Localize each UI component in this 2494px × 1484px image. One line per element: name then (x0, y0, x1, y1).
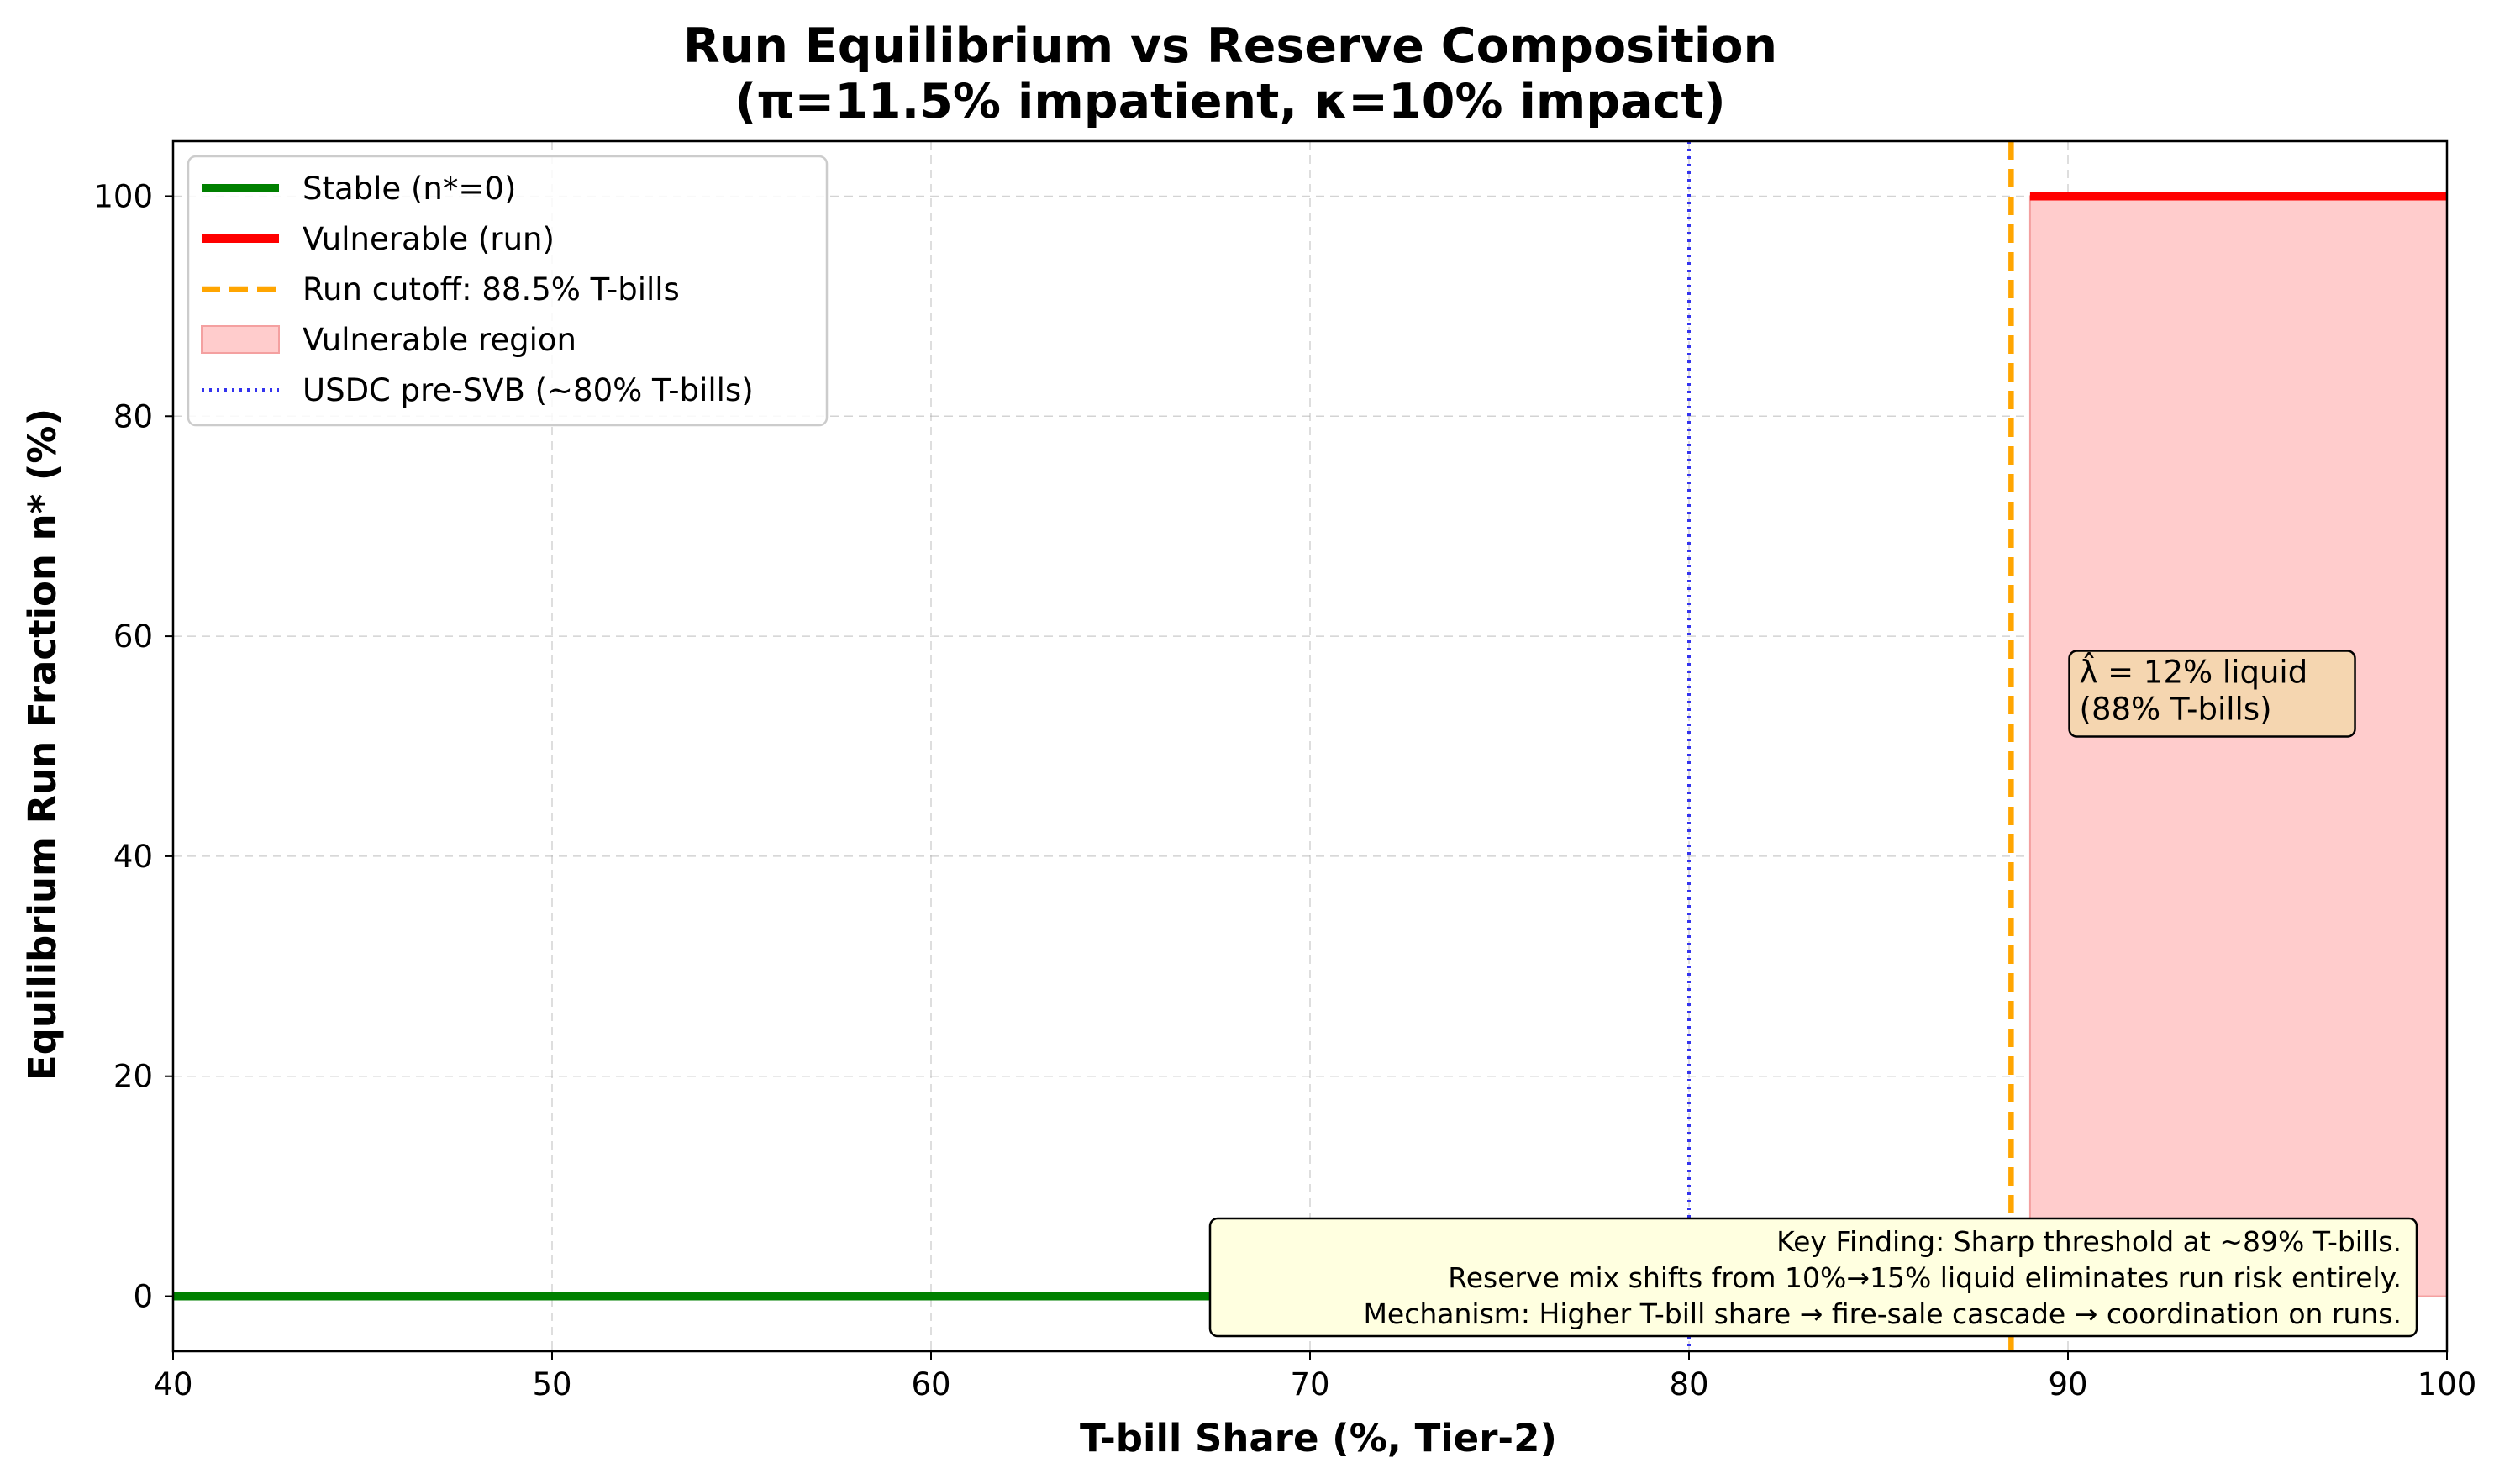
x-tick-label: 70 (1290, 1366, 1329, 1402)
chart-title-line2: (π=11.5% impatient, κ=10% impact) (734, 74, 1725, 129)
x-tick-label: 80 (1669, 1366, 1708, 1402)
y-tick-label: 100 (93, 178, 153, 214)
vulnerable-region (2028, 195, 2448, 1297)
legend-label: Vulnerable (run) (303, 221, 555, 257)
key-finding-box (1208, 1217, 2418, 1338)
annotation-layer: λ̂ = 12% liquid(88% T-bills) Key Finding:… (1208, 650, 2418, 1338)
legend-label: USDC pre-SVB (~80% T-bills) (303, 372, 754, 408)
x-tick-label: 100 (2418, 1366, 2477, 1402)
x-axis-label: T-bill Share (%, Tier-2) (1080, 1416, 1557, 1460)
y-tick-label: 60 (113, 618, 153, 655)
x-tick-label: 60 (911, 1366, 950, 1402)
x-tick-label: 40 (153, 1366, 192, 1402)
legend-label: Stable (n*=0) (303, 171, 516, 207)
legend: Stable (n*=0) Vulnerable (run) Run cutoff:… (187, 155, 829, 427)
lambda-annotation-line: λ̂ = 12% liquid (2080, 652, 2308, 691)
y-tick-label: 40 (113, 839, 153, 875)
lambda-annotation-line: (88% T-bills) (2080, 692, 2272, 728)
key-finding-line: Reserve mix shifts from 10%→15% liquid e… (1448, 1261, 2402, 1294)
x-tick-label: 50 (532, 1366, 571, 1402)
y-tick-label: 80 (113, 398, 153, 434)
y-axis-label: Equilibrium Run Fraction n* (%) (20, 408, 65, 1081)
key-finding-line: Key Finding: Sharp threshold at ~89% T-b… (1776, 1225, 2402, 1258)
axis-ticks: 40 50 60 70 80 90 100 0 20 40 60 80 100 (93, 178, 2476, 1402)
y-tick-label: 0 (133, 1279, 153, 1315)
y-tick-label: 20 (113, 1059, 153, 1095)
chart-title-line1: Run Equilibrium vs Reserve Composition (683, 18, 1777, 74)
legend-label: Vulnerable region (303, 322, 576, 358)
key-finding-line: Mechanism: Higher T-bill share → fire-sa… (1363, 1297, 2402, 1330)
x-tick-label: 90 (2048, 1366, 2087, 1402)
legend-label: Run cutoff: 88.5% T-bills (303, 271, 680, 308)
legend-swatch (201, 325, 280, 354)
legend-frame (187, 155, 829, 427)
vulnerable-region-layer (2028, 195, 2448, 1297)
lambda-annotation-box (2068, 650, 2356, 738)
